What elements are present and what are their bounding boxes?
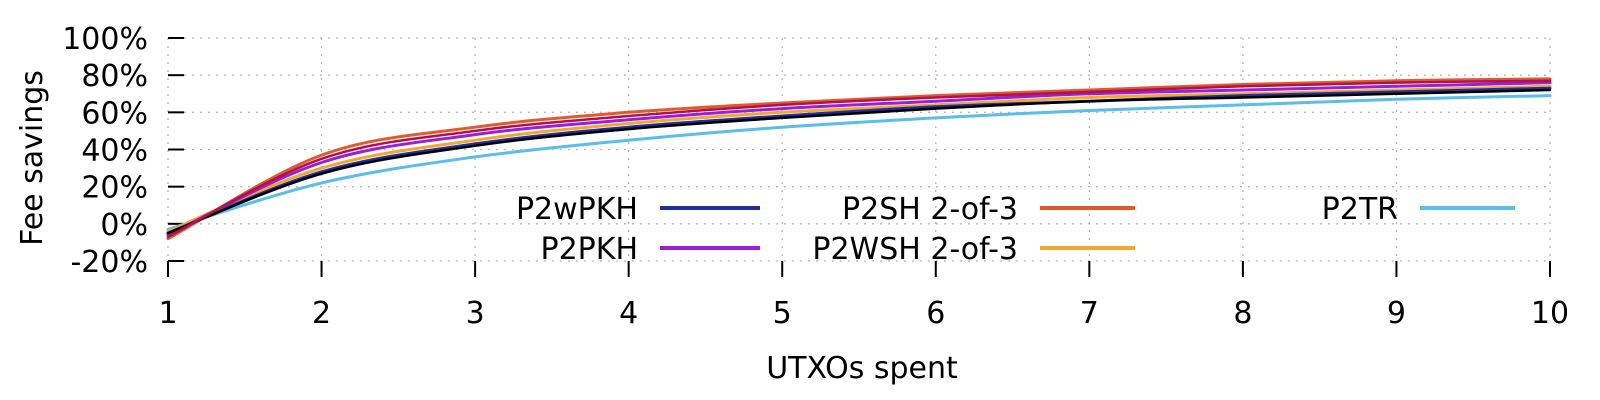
y-tick-label: 80% (81, 59, 148, 94)
legend-label: P2SH 2-of-3 (842, 192, 1018, 227)
x-tick-label: 7 (1080, 296, 1099, 331)
x-tick-label: 5 (773, 296, 792, 331)
legend-label: P2WSH 2-of-3 (812, 232, 1018, 267)
legend-item: P2SH 2-of-3 (842, 192, 1135, 227)
series-line-p2tr (166, 94, 1552, 231)
y-tick-label: 20% (81, 171, 148, 206)
legend: P2wPKH P2PKH P2SH 2-of-3 P2WSH 2-of-3 P2TR (516, 192, 1515, 267)
x-tick-label: 9 (1387, 296, 1406, 331)
legend-item: P2wPKH (516, 192, 760, 227)
y-axis-title: Fee savings (15, 70, 50, 246)
y-tick-label: 40% (81, 134, 148, 169)
series-line-p2wsh-2-of-3 (166, 84, 1552, 233)
x-axis-title: UTXOs spent (766, 351, 958, 386)
y-tick-label: -20% (70, 245, 148, 280)
y-axis-ticks: -20%0%20%40%60%80%100% (62, 22, 184, 280)
unlabeled-series-line (166, 88, 1552, 235)
x-tick-label: 1 (158, 296, 177, 331)
x-tick-label: 4 (619, 296, 638, 331)
x-axis-ticks: 1 2 3 4 5 6 7 8 9 10 (158, 261, 1569, 331)
y-tick-label: 0% (100, 208, 148, 243)
legend-label: P2TR (1322, 192, 1398, 227)
series-lines (166, 77, 1552, 241)
legend-item: P2PKH (541, 232, 760, 267)
series-line-p2sh-2-of-3 (166, 77, 1552, 241)
legend-item: P2TR (1322, 192, 1515, 227)
y-tick-label: 60% (81, 96, 148, 131)
x-tick-label: 8 (1233, 296, 1252, 331)
x-tick-label: 10 (1531, 296, 1569, 331)
legend-item: P2WSH 2-of-3 (812, 232, 1135, 267)
series-line-p2pkh (166, 81, 1552, 237)
y-tick-label: 100% (62, 22, 148, 57)
series-line-p2wpkh (166, 86, 1552, 235)
x-tick-label: 6 (926, 296, 945, 331)
x-tick-label: 3 (466, 296, 485, 331)
x-tick-label: 2 (312, 296, 331, 331)
unlabeled-series-line (166, 79, 1552, 239)
legend-label: P2PKH (541, 232, 639, 267)
legend-label: P2wPKH (516, 192, 638, 227)
